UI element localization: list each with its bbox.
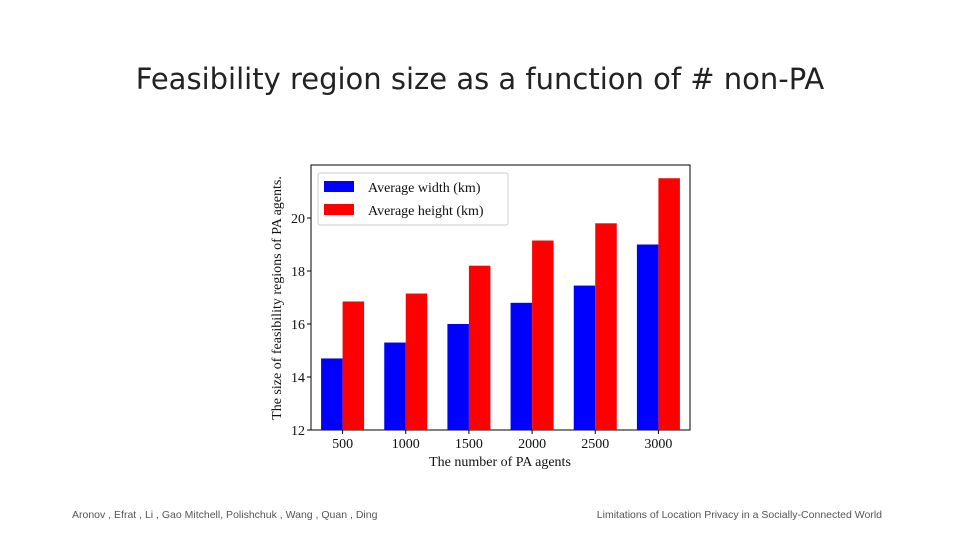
bar-height-3000 bbox=[658, 178, 680, 430]
chart-legend: Average width (km) Average height (km) bbox=[317, 172, 509, 226]
x-tick-label: 2000 bbox=[518, 437, 546, 452]
x-tick-label: 2500 bbox=[581, 437, 609, 452]
bar-height-2500 bbox=[595, 223, 617, 430]
y-tick-label: 16 bbox=[291, 318, 305, 333]
plot-frame bbox=[310, 164, 691, 431]
legend-box bbox=[317, 172, 509, 226]
bar-width-500 bbox=[321, 358, 343, 430]
legend-label: Average width (km) bbox=[368, 181, 481, 196]
x-axis-label: The number of PA agents bbox=[429, 455, 571, 470]
bar-width-2500 bbox=[573, 285, 596, 430]
bar-width-1000 bbox=[384, 342, 406, 430]
footer-authors: Aronov , Efrat , Li , Gao Mitchell, Poli… bbox=[72, 509, 378, 521]
bar-height-1500 bbox=[468, 265, 491, 430]
y-tick-label: 14 bbox=[291, 371, 305, 386]
bar-height-500 bbox=[342, 301, 365, 430]
legend-swatch bbox=[324, 204, 354, 215]
legend-swatch bbox=[324, 181, 354, 192]
bar-width-3000 bbox=[636, 244, 659, 430]
bar-height-1000 bbox=[405, 293, 428, 430]
y-axis-label: The size of feasibility regions of PA ag… bbox=[270, 176, 285, 420]
bar-height-2000 bbox=[532, 240, 554, 430]
y-tick-label: 12 bbox=[291, 424, 305, 439]
x-tick-label: 3000 bbox=[644, 437, 672, 452]
x-tick-label: 1500 bbox=[455, 437, 483, 452]
slide-title: Feasibility region size as a function of… bbox=[135, 62, 825, 96]
legend-label: Average height (km) bbox=[368, 204, 484, 219]
y-tick-label: 18 bbox=[291, 265, 305, 280]
y-tick-label: 20 bbox=[291, 212, 305, 227]
x-tick-label: 500 bbox=[332, 437, 353, 452]
x-tick-label: 1000 bbox=[392, 437, 420, 452]
bar-width-1500 bbox=[447, 324, 469, 430]
footer-talk-title: Limitations of Location Privacy in a Soc… bbox=[596, 509, 882, 521]
bar-width-2000 bbox=[510, 302, 533, 430]
